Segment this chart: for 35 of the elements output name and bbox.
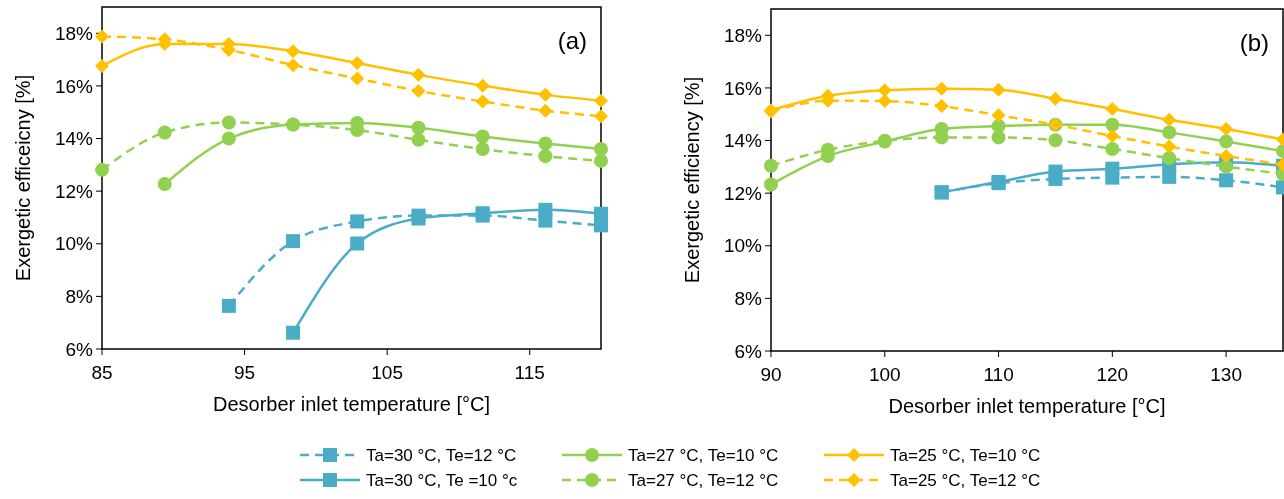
y-tick-label: 16% xyxy=(723,77,763,99)
text: (a) xyxy=(557,27,587,54)
y-tick-label: 14% xyxy=(723,130,763,152)
y-tick-label: 12% xyxy=(723,182,763,204)
y-tick-label: 6% xyxy=(734,340,763,362)
legend-label: Ta=27 °C, Te=10 °C xyxy=(628,445,779,465)
x-tick-label: 105 xyxy=(371,362,403,383)
y-axis-title: Exergetic efficiency [%] xyxy=(681,76,703,284)
text: (b) xyxy=(1239,29,1269,56)
x-tick-label: 120 xyxy=(1096,364,1129,385)
legend-label: Ta=30 °C, Te =10 °c xyxy=(366,470,518,490)
x-tick-label: 115 xyxy=(514,362,545,383)
x-axis-title: Desorber inlet temperature [°C] xyxy=(888,395,1166,417)
legend-label: Ta=27 °C, Te=12 °C xyxy=(628,470,779,490)
legend-label: Ta=30 °C, Te=12 °C xyxy=(366,445,517,465)
legend-label: Ta=25 °C, Te=10 °C xyxy=(890,445,1041,465)
x-tick-label: 85 xyxy=(91,362,113,383)
y-tick-label: 6% xyxy=(65,338,94,360)
y-tick-label: 8% xyxy=(65,286,94,308)
x-tick-label: 100 xyxy=(868,364,901,385)
y-tick-label: 14% xyxy=(54,128,94,150)
y-tick-label: 10% xyxy=(723,235,763,257)
x-tick-label: 110 xyxy=(983,364,1014,385)
x-axis-title: Desorber inlet temperature [°C] xyxy=(212,393,491,415)
x-tick-label: 130 xyxy=(1210,364,1242,385)
x-tick-label: 90 xyxy=(760,364,782,385)
y-tick-label: 16% xyxy=(54,75,94,97)
y-tick-label: 10% xyxy=(54,233,94,255)
x-tick-label: 95 xyxy=(234,362,256,383)
y-tick-label: 8% xyxy=(734,288,763,310)
y-axis-title: Exergetic efficeicny [%] xyxy=(12,74,34,282)
y-tick-label: 18% xyxy=(54,22,94,44)
y-tick-label: 12% xyxy=(54,180,94,202)
legend-label: Ta=25 °C, Te=12 °C xyxy=(890,470,1041,490)
y-tick-label: 18% xyxy=(723,24,763,46)
